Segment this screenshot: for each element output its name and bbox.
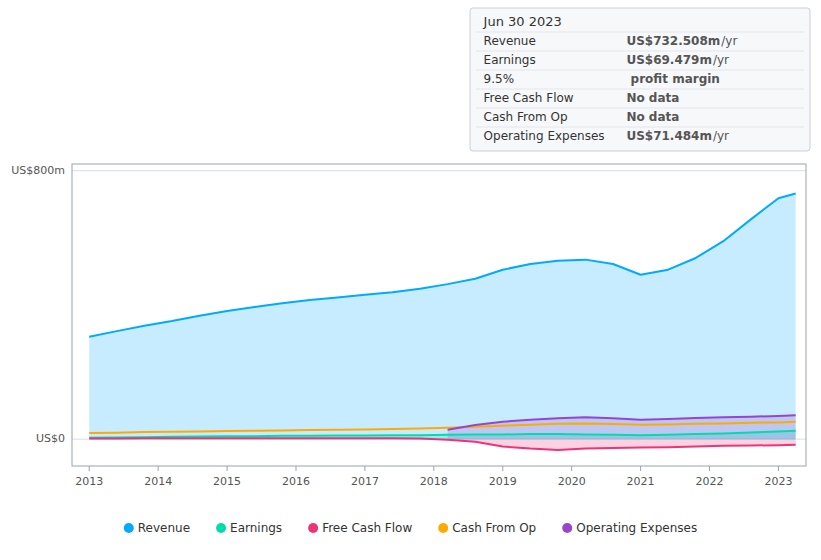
info-box-text: US$732.508m [626, 34, 720, 48]
series-line [89, 422, 795, 433]
y-tick-label: US$800m [11, 164, 65, 177]
legend-label: Free Cash Flow [322, 521, 412, 535]
page-body: {"chart_data": { "type": "area", "x": [2… [0, 0, 821, 560]
x-tick-label: 2014 [144, 475, 172, 488]
info-box-text: /yr [713, 129, 729, 143]
x-tick [709, 466, 710, 471]
series-line [89, 438, 795, 450]
legend-label: Operating Expenses [576, 521, 697, 535]
info-box-separator [476, 51, 804, 52]
page: Chart html, body { margin: 0; padding: 0… [0, 0, 821, 560]
info-box-separator [476, 32, 804, 33]
info-box-text: US$71.484m [626, 129, 712, 143]
x-tick-label: 2020 [558, 475, 586, 488]
area-fill [89, 194, 795, 440]
info-box-text: No data [626, 110, 679, 124]
info-box-text: /yr [721, 34, 737, 48]
x-tick-label: 2016 [282, 475, 310, 488]
legend-swatch [216, 523, 226, 533]
info-box-text: profit margin [626, 72, 720, 86]
x-tick [295, 466, 296, 471]
area-fill [89, 438, 795, 450]
x-tick-label: 2018 [420, 475, 448, 488]
x-tick [364, 466, 365, 471]
info-box-text: US$69.479m [626, 53, 712, 67]
legend: Revenue Earnings Free Cash Flow Cash From O… [124, 521, 697, 535]
plot-data [89, 194, 795, 450]
info-box-text: /yr [713, 53, 729, 67]
x-tick [571, 466, 572, 471]
info-box-text: Jun 30 2023 [483, 14, 562, 29]
info-box-separator [476, 108, 804, 109]
plot-frame [72, 164, 806, 466]
x-tick-label: 2021 [627, 475, 655, 488]
legend-label: Cash From Op [452, 521, 536, 535]
info-box-frame [470, 8, 810, 151]
chart: US$0US$800m20132014201520162017201820192… [0, 0, 821, 560]
legend-swatch [124, 523, 134, 533]
info-box-separator [476, 89, 804, 90]
info-box: Jun 30 2023 Revenue US$732.508m/yr Earnings… [470, 8, 810, 151]
grid [72, 171, 806, 439]
x-tick [640, 466, 641, 471]
x-tick [502, 466, 503, 471]
legend-swatch [438, 523, 448, 533]
info-box-text: Free Cash Flow [484, 91, 574, 105]
series-line [448, 415, 796, 429]
x-tick [433, 466, 434, 471]
legend-swatch [308, 523, 318, 533]
series-line [89, 194, 795, 337]
info-box-separator [476, 70, 804, 71]
info-box-separator [476, 127, 804, 128]
x-tick [227, 466, 228, 471]
info-box-text: Operating Expenses [484, 129, 605, 143]
info-box-text: 9.5% [484, 72, 514, 86]
legend-label: Earnings [230, 521, 282, 535]
legend-label: Revenue [138, 521, 190, 535]
grid-line [72, 170, 806, 171]
x-tick-label: 2019 [489, 475, 517, 488]
x-tick-label: 2022 [696, 475, 724, 488]
info-box-text: Earnings [484, 53, 536, 67]
x-tick-label: 2023 [764, 475, 792, 488]
info-box-text: Revenue [484, 34, 536, 48]
info-box-text: No data [626, 91, 679, 105]
y-tick-label: US$0 [36, 432, 65, 445]
x-tick [778, 466, 779, 471]
x-tick-label: 2017 [351, 475, 379, 488]
info-box-text: Cash From Op [484, 110, 568, 124]
x-tick [89, 466, 90, 471]
x-tick [158, 466, 159, 471]
x-axis: 2013 2014 2015 2016 2017 2018 2019 2020 2021 2022… [75, 466, 792, 488]
x-tick-label: 2015 [213, 475, 241, 488]
legend-swatch [562, 523, 572, 533]
x-tick-label: 2013 [75, 475, 103, 488]
